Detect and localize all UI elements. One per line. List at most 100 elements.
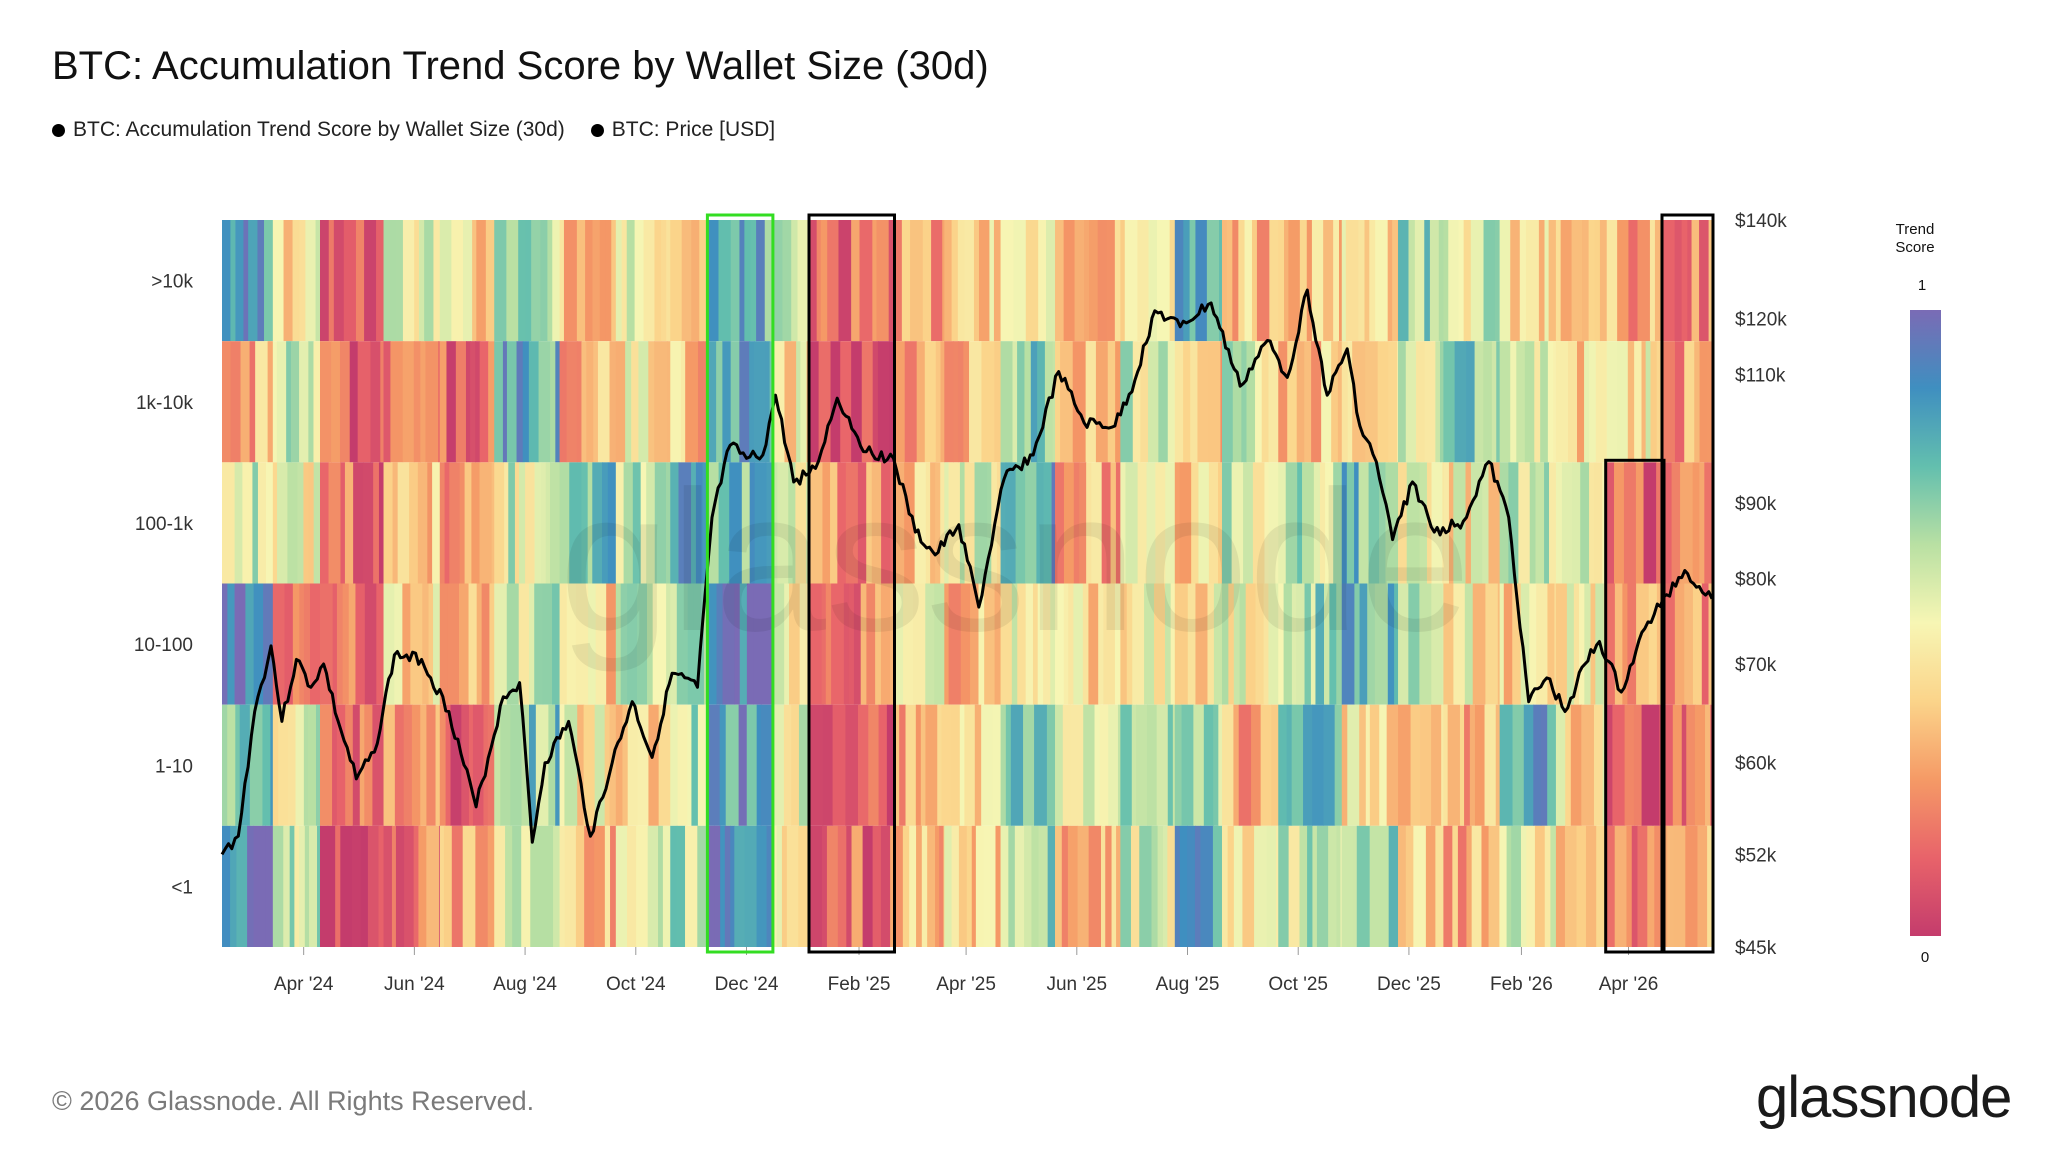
heatmap-cell xyxy=(222,825,231,947)
heatmap-cell xyxy=(418,825,427,947)
heatmap-cell xyxy=(257,220,265,342)
heatmap-cell xyxy=(253,825,266,947)
heatmap-cell xyxy=(861,341,874,463)
heatmap-cell xyxy=(343,220,357,342)
heatmap-cell xyxy=(272,341,278,463)
heatmap-cell xyxy=(1549,462,1557,584)
heatmap-cell xyxy=(992,704,1002,826)
heatmap-cell xyxy=(810,341,820,463)
heatmap-cell xyxy=(981,704,994,826)
legend-item-trend-score[interactable]: BTC: Accumulation Trend Score by Wallet … xyxy=(52,118,565,142)
heatmap-cell xyxy=(1705,704,1711,826)
heatmap-cell xyxy=(519,462,526,584)
heatmap-cell xyxy=(880,583,891,705)
heatmap-cell xyxy=(1005,704,1012,826)
heatmap-cell xyxy=(1255,341,1263,463)
heatmap-cell xyxy=(750,220,757,342)
heatmap-cell xyxy=(394,583,403,705)
x-tick-label: Jun '24 xyxy=(384,974,445,995)
heatmap-cell xyxy=(255,341,269,463)
heatmap-cell xyxy=(422,583,430,705)
heatmap-cell xyxy=(1672,704,1683,826)
heatmap-cell xyxy=(1520,825,1527,947)
heatmap-cell xyxy=(1131,704,1137,826)
heatmap-cell xyxy=(278,704,289,826)
heatmap-cell xyxy=(951,825,960,947)
heatmap-cell xyxy=(1424,341,1436,463)
heatmap-cell xyxy=(1285,462,1298,584)
heatmap-cell xyxy=(1594,220,1601,342)
heatmap-cell xyxy=(1464,583,1474,705)
heatmap-cell xyxy=(893,341,906,463)
heatmap-cell xyxy=(1221,341,1234,463)
heatmap-cell xyxy=(944,462,950,584)
heatmap-cell xyxy=(1506,825,1512,947)
heatmap-cell xyxy=(538,341,551,463)
heatmap-cell xyxy=(788,462,796,584)
heatmap-cell xyxy=(1707,825,1713,947)
heatmap-cell xyxy=(505,825,513,947)
heatmap-cell xyxy=(730,220,741,342)
y-tick-label: $52k xyxy=(1735,845,1777,866)
heatmap-cell xyxy=(795,462,807,584)
legend-item-price[interactable]: BTC: Price [USD] xyxy=(590,118,775,142)
heatmap-cell xyxy=(476,220,487,342)
heatmap-cell xyxy=(1652,704,1660,826)
heatmap-cell xyxy=(404,825,415,947)
heatmap-cell xyxy=(996,462,1002,584)
heatmap-cell xyxy=(292,220,301,342)
heatmap-cell xyxy=(494,825,506,947)
heatmap-cell xyxy=(222,341,232,463)
heatmap-cell xyxy=(1278,583,1285,705)
heatmap-cell xyxy=(487,825,495,947)
heatmap-cell xyxy=(810,220,818,342)
heatmap-cell xyxy=(1337,341,1343,463)
heatmap-cell xyxy=(1137,220,1150,342)
price-line xyxy=(220,288,1714,856)
heatmap-cell xyxy=(910,220,924,342)
heatmap-cell xyxy=(1469,704,1476,826)
heatmap-cell xyxy=(916,341,926,463)
heatmap-cell xyxy=(754,462,768,584)
heatmap-cell xyxy=(875,583,882,705)
heatmap-cell xyxy=(349,341,359,463)
heatmap-cell xyxy=(1529,583,1537,705)
heatmap-cell xyxy=(838,220,852,342)
heatmap-cell xyxy=(890,462,895,584)
heatmap-cell xyxy=(1379,825,1390,947)
heatmap-cell xyxy=(1172,704,1176,826)
heatmap-cell xyxy=(1544,220,1550,342)
heatmap-cell xyxy=(893,220,903,342)
y-tick-label: $90k xyxy=(1735,494,1777,515)
heatmap-cell xyxy=(1614,825,1628,947)
heatmap-cell xyxy=(1169,220,1176,342)
heatmap-cell xyxy=(1010,704,1024,826)
heatmap-cell xyxy=(942,220,945,342)
heatmap-cell xyxy=(521,825,531,947)
heatmap-cell xyxy=(609,341,617,463)
x-tick-label: Jun '25 xyxy=(1046,974,1107,995)
heatmap-cell xyxy=(1200,825,1214,947)
heatmap-cell xyxy=(252,462,259,584)
heatmap-cell xyxy=(837,825,847,947)
heatmap-cell xyxy=(1266,825,1277,947)
heatmap-cell xyxy=(944,341,955,463)
heatmap-cell xyxy=(459,583,470,705)
heatmap-cell xyxy=(1524,341,1535,463)
heatmap-cell xyxy=(964,704,976,826)
heatmap-cell xyxy=(1013,220,1027,342)
heatmap-cell xyxy=(636,825,649,947)
glassnode-logo[interactable]: glassnode xyxy=(1756,1065,2012,1130)
x-tick-label: Apr '24 xyxy=(274,974,334,995)
heatmap-cell xyxy=(1083,220,1090,342)
heatmap-cell xyxy=(445,704,452,826)
heatmap-cell xyxy=(516,341,524,463)
heatmap-cell xyxy=(1692,583,1703,705)
heatmap-cells xyxy=(222,220,1713,947)
heatmap-cell xyxy=(540,220,549,342)
heatmap-cell xyxy=(1443,220,1449,342)
heatmap-cell xyxy=(771,825,778,947)
heatmap-cell xyxy=(383,220,397,342)
heatmap-cell xyxy=(625,341,632,463)
heatmap-cell xyxy=(1606,583,1616,705)
